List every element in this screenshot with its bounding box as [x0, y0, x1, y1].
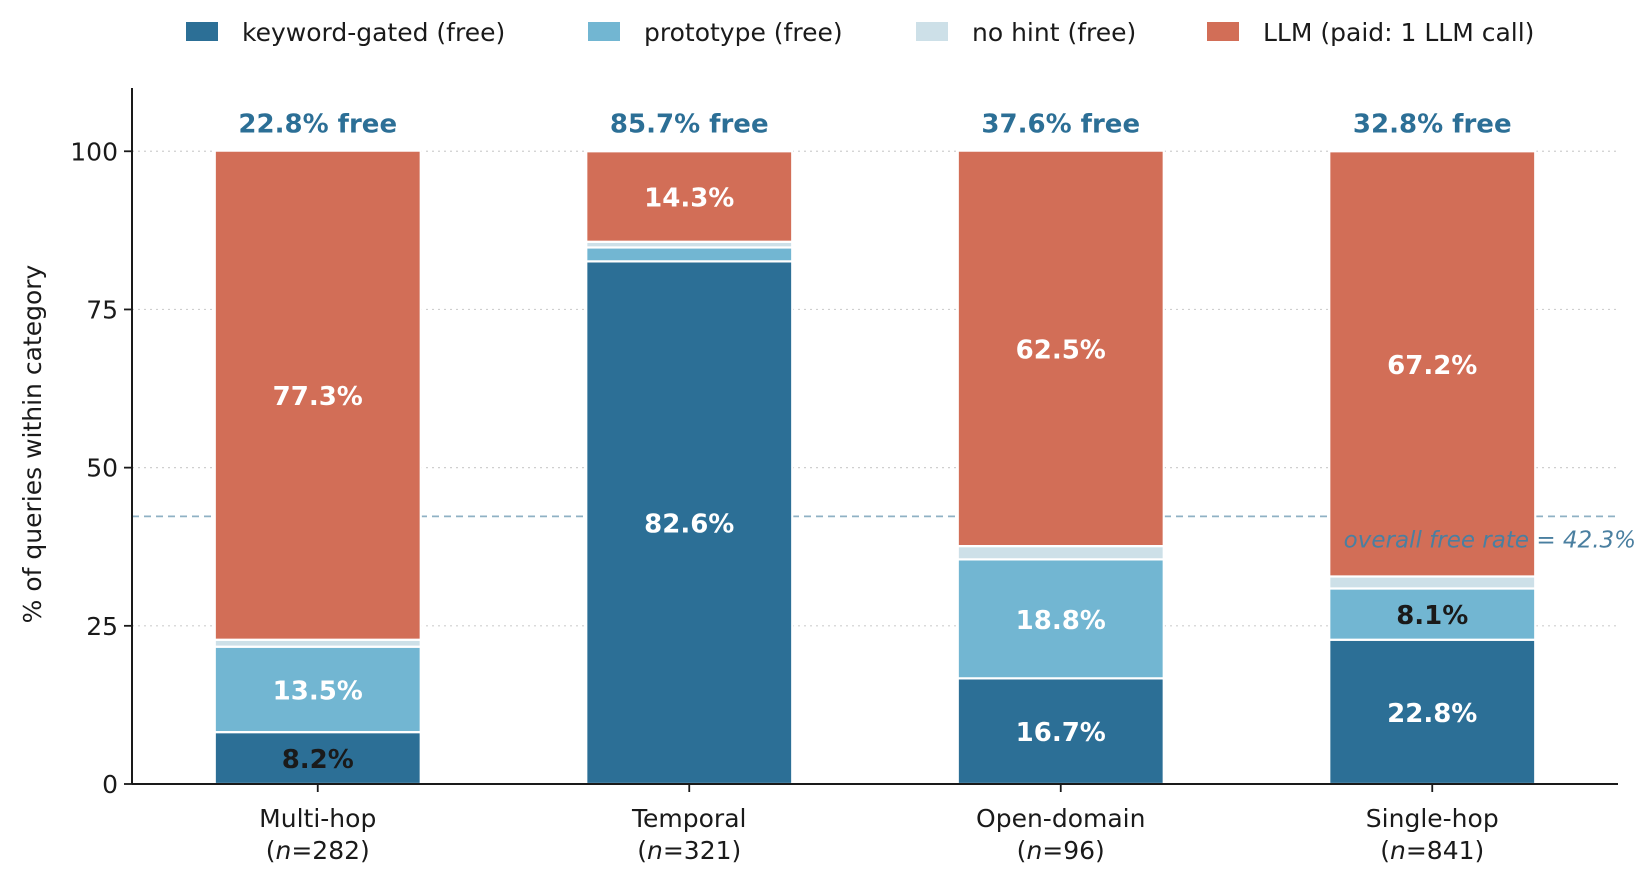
segment-value-label: 8.1% — [1396, 601, 1468, 631]
legend: keyword-gated (free) prototype (free) no h… — [186, 18, 1534, 47]
free-rate-label: 85.7% free — [610, 109, 769, 139]
labels: 8.2% 13.5% 77.3% 82.6% 14.3% 16.7% 18.8% 62.5% 2… — [238, 109, 1511, 775]
legend-label: LLM (paid: 1 LLM call) — [1263, 18, 1534, 47]
legend-label: keyword-gated (free) — [242, 18, 505, 47]
x-tick-count-label: (n=841) — [1380, 836, 1484, 865]
segment-value-label: 82.6% — [644, 510, 734, 540]
bar-segment — [956, 677, 1165, 786]
legend-swatch — [916, 22, 948, 41]
x-tick-label: Temporal — [631, 804, 746, 833]
legend-swatch — [1207, 22, 1239, 41]
free-rate-label: 37.6% free — [981, 109, 1140, 139]
y-tick-label: 50 — [86, 454, 118, 483]
y-tick-label: 75 — [86, 295, 118, 324]
segment-value-label: 8.2% — [282, 745, 354, 775]
bar-segment — [1328, 150, 1537, 578]
axes: 0 25 50 75 100 % of queries within category Mu… — [18, 88, 1618, 865]
segment-value-label: 14.3% — [644, 184, 734, 214]
y-tick-label: 100 — [70, 137, 118, 166]
segment-value-label: 67.2% — [1387, 351, 1477, 381]
y-tick-label: 0 — [102, 770, 118, 799]
legend-swatch — [588, 22, 620, 41]
bar-segment — [956, 558, 1165, 680]
bar-segment — [585, 260, 794, 786]
bar-segment — [1328, 575, 1537, 590]
x-tick-count-label: (n=282) — [266, 836, 370, 865]
segment-value-label: 77.3% — [273, 382, 363, 412]
bar-segment — [956, 149, 1165, 548]
reference-line-label: overall free rate = 42.3% — [1344, 527, 1636, 553]
bar-segment — [585, 246, 794, 263]
x-tick-count-label: (n=321) — [637, 836, 741, 865]
bar-segment — [213, 149, 422, 641]
bar-segment — [213, 731, 422, 786]
legend-label: no hint (free) — [972, 18, 1136, 47]
segment-value-label: 22.8% — [1387, 699, 1477, 729]
segment-value-label: 62.5% — [1016, 335, 1106, 365]
x-tick-count-label: (n=96) — [1017, 836, 1105, 865]
x-tick-label: Multi-hop — [259, 804, 376, 833]
free-rate-label: 22.8% free — [238, 109, 397, 139]
legend-label: prototype (free) — [644, 18, 843, 47]
free-rate-label: 32.8% free — [1353, 109, 1512, 139]
bar-segment — [956, 544, 1165, 561]
bar-segment — [585, 150, 794, 243]
bars — [213, 149, 1537, 786]
legend-swatch — [186, 22, 218, 41]
bar-segment — [1328, 587, 1537, 641]
segment-value-label: 16.7% — [1016, 718, 1106, 748]
segment-value-label: 13.5% — [273, 676, 363, 706]
x-tick-label: Open-domain — [976, 804, 1145, 833]
bar-segment — [1328, 638, 1537, 786]
y-axis-label: % of queries within category — [18, 264, 47, 623]
segment-value-label: 18.8% — [1016, 606, 1106, 636]
y-tick-label: 25 — [86, 612, 118, 641]
x-tick-label: Single-hop — [1366, 804, 1499, 833]
